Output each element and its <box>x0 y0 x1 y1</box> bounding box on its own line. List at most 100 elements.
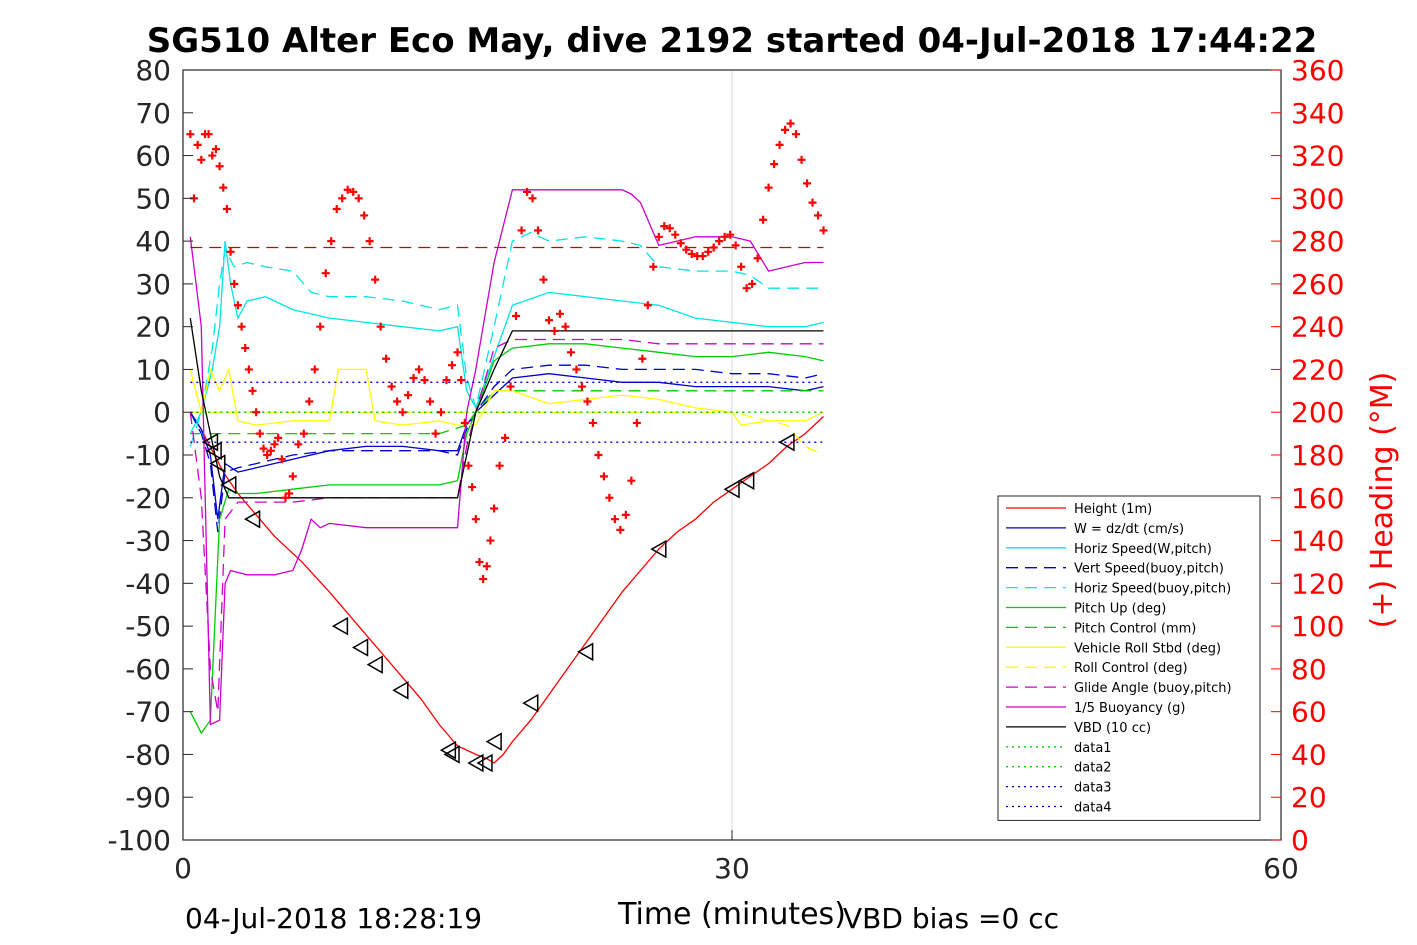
heading-point <box>742 284 751 293</box>
right-tick-label: 160 <box>1291 482 1344 515</box>
heading-point <box>819 226 828 235</box>
left-tick-label: 10 <box>135 353 171 386</box>
heading-point <box>550 326 559 335</box>
dive-marker <box>650 539 667 559</box>
heading-point <box>426 397 435 406</box>
heading-point <box>534 226 543 235</box>
heading-point <box>299 429 308 438</box>
x-tick-label: 0 <box>174 852 192 885</box>
heading-point <box>204 130 213 139</box>
heading-point <box>409 374 418 382</box>
dive-marker <box>392 680 409 700</box>
heading-point <box>588 418 597 427</box>
series-layer <box>189 189 824 764</box>
heading-point <box>704 247 713 256</box>
heading-point <box>599 472 608 481</box>
heading-point <box>241 344 250 353</box>
heading-point <box>486 536 495 545</box>
heading-point <box>332 205 341 214</box>
legend-label: W = dz/dt (cm/s) <box>1074 522 1184 537</box>
heading-point <box>627 476 636 485</box>
heading-point <box>186 130 195 139</box>
left-tick-label: -30 <box>125 525 171 558</box>
heading-point <box>475 557 484 566</box>
legend-label: Vehicle Roll Stbd (deg) <box>1074 641 1221 656</box>
heading-point <box>501 433 510 442</box>
x-axis-label: Time (minutes) <box>617 897 846 932</box>
heading-point <box>270 440 279 449</box>
heading-point <box>523 187 532 196</box>
heading-point <box>479 575 488 584</box>
heading-point <box>365 237 374 246</box>
legend-label: data1 <box>1074 741 1112 756</box>
x-tick-label: 60 <box>1263 852 1299 885</box>
heading-point <box>572 365 581 374</box>
dive-marker <box>522 693 539 713</box>
dive-marker <box>220 475 237 495</box>
dive-marker <box>738 471 755 490</box>
dive-marker <box>476 753 493 773</box>
right-tick-label: 40 <box>1291 738 1327 771</box>
heading-point <box>561 322 570 331</box>
dive-marker <box>443 745 460 764</box>
heading-point <box>237 322 246 331</box>
right-tick-label: 280 <box>1291 225 1344 258</box>
heading-point <box>610 515 619 524</box>
heading-point <box>665 224 674 233</box>
heading-point <box>193 140 202 149</box>
chart-title: SG510 Alter Eco May, dive 2192 started 0… <box>147 21 1318 61</box>
heading-point <box>442 376 451 385</box>
series-line-1 <box>189 373 824 520</box>
heading-point <box>197 155 206 164</box>
heading-point <box>360 211 369 220</box>
heading-point <box>288 472 297 481</box>
left-tick-label: -40 <box>125 567 171 600</box>
dive-marker <box>485 732 502 751</box>
legend-label: 1/5 Buoyancy (g) <box>1074 701 1185 716</box>
heading-point <box>539 275 548 284</box>
left-tick-label: -60 <box>125 653 171 686</box>
heading-point <box>753 254 762 263</box>
heading-point <box>468 483 477 492</box>
heading-point <box>709 243 718 252</box>
heading-point <box>371 275 380 284</box>
heading-point <box>393 397 402 406</box>
right-tick-label: 60 <box>1291 696 1327 729</box>
legend-box <box>997 495 1261 821</box>
right-tick-label: 100 <box>1291 610 1344 643</box>
heading-point <box>263 451 272 459</box>
right-tick-label: 120 <box>1291 567 1344 600</box>
heading-point <box>285 489 294 498</box>
legend-label: Roll Control (deg) <box>1074 661 1188 676</box>
legend-label: Pitch Control (mm) <box>1074 621 1196 636</box>
heading-point <box>490 504 499 513</box>
heading-point <box>460 418 469 427</box>
heading-point <box>448 361 457 370</box>
heading-point <box>660 222 669 231</box>
heading-point <box>808 198 817 207</box>
heading-point <box>431 429 440 438</box>
heading-point <box>338 194 347 203</box>
right-tick-label: 220 <box>1291 353 1344 386</box>
heading-point <box>737 262 746 271</box>
dive-marker <box>577 642 594 662</box>
dive-marker <box>244 509 261 529</box>
heading-point <box>566 348 575 357</box>
right-tick-label: 360 <box>1291 54 1344 87</box>
heading-point <box>512 311 521 320</box>
heading-point <box>605 493 614 502</box>
heading-point <box>266 446 275 455</box>
heading-point <box>649 262 658 271</box>
left-tick-label: 40 <box>135 225 171 258</box>
right-tick-label: 200 <box>1291 396 1344 429</box>
heading-point <box>528 194 537 203</box>
axes: 80706050403020100-10-20-30-40-50-60-70-8… <box>107 54 1344 885</box>
heading-point <box>482 562 491 571</box>
heading-point <box>731 241 740 250</box>
legend-label: Height (1m) <box>1074 502 1152 517</box>
heading-point <box>354 194 363 203</box>
series-line-2 <box>189 241 824 434</box>
heading-point <box>259 444 268 453</box>
heading-point <box>759 215 768 224</box>
